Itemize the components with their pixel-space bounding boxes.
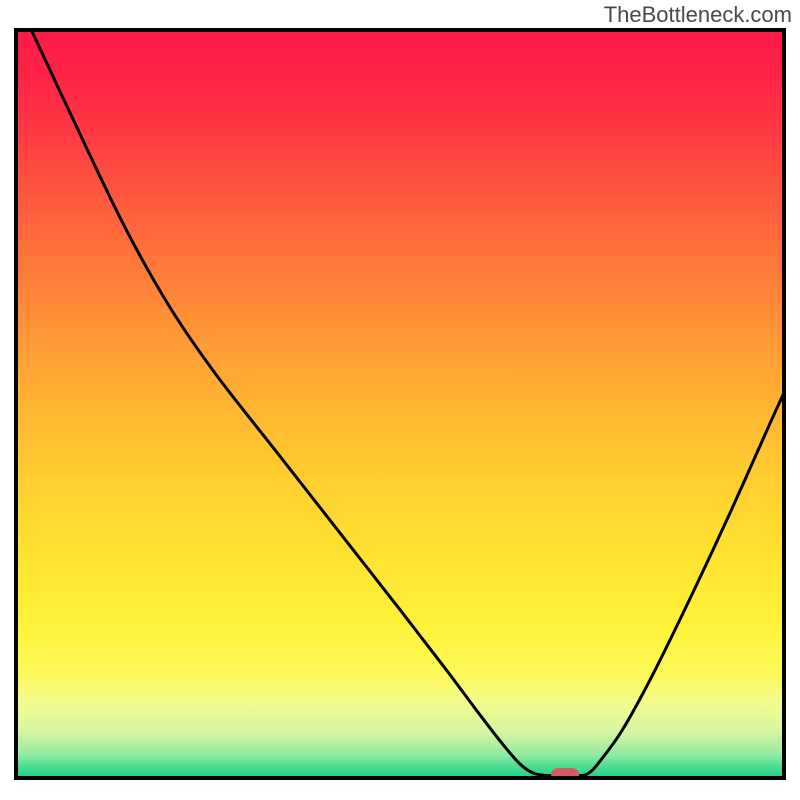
bottleneck-chart: TheBottleneck.com — [0, 0, 800, 800]
plot-background — [16, 30, 784, 778]
chart-canvas — [0, 0, 800, 800]
